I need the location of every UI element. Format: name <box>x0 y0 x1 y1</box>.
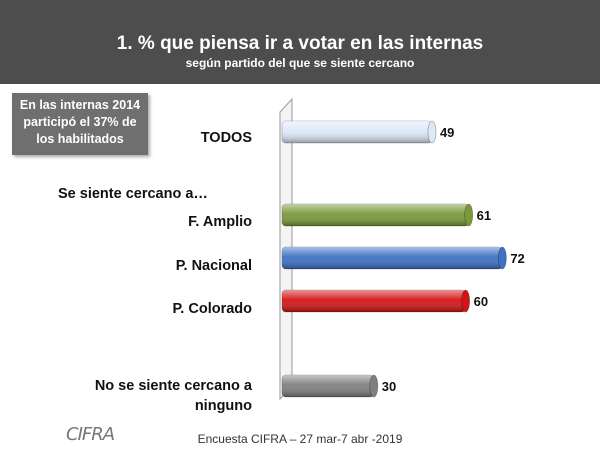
cifra-logo: CIFRA <box>66 424 115 445</box>
bar-cap-p-colorado <box>461 289 471 313</box>
value-label-ninguno: 30 <box>382 379 396 394</box>
section-label: Se siente cercano a… <box>58 186 208 202</box>
bar-cap-todos <box>427 120 437 144</box>
chart-title: 1. % que piensa ir a votar en las intern… <box>116 33 484 54</box>
bar-shading-p-nacional <box>282 247 503 269</box>
bar-shading-f-amplio <box>282 204 469 226</box>
bar-shading-ninguno <box>282 375 374 397</box>
category-label-f-amplio: F. Amplio <box>188 214 252 230</box>
note-line-1: En las internas 2014 <box>19 98 141 112</box>
header-banner: 1. % que piensa ir a votar en las intern… <box>0 0 600 84</box>
category-label-p-colorado: P. Colorado <box>172 301 253 317</box>
note-box: En las internas 2014 participó el 37% de… <box>12 93 148 155</box>
value-label-todos: 49 <box>440 125 454 140</box>
bar-cap-ninguno <box>369 374 379 398</box>
category-label-p-nacional: P. Nacional <box>175 258 252 274</box>
bar-shading-p-colorado <box>282 290 466 312</box>
chart-subtitle: según partido del que se siente cercano <box>185 56 415 70</box>
bar-cap-f-amplio <box>464 203 474 227</box>
category-label-todos: TODOS <box>200 130 252 146</box>
value-label-p-colorado: 60 <box>474 294 488 309</box>
bar-shading-todos <box>282 121 432 143</box>
bar-cap-p-nacional <box>497 246 507 270</box>
note-line-3: los habilitados <box>36 132 124 146</box>
value-label-f-amplio: 61 <box>477 208 491 223</box>
value-label-p-nacional: 72 <box>510 251 524 266</box>
footer-source: Encuesta CIFRA – 27 mar-7 abr -2019 <box>197 432 403 446</box>
note-line-2: participó el 37% de <box>23 115 137 129</box>
category-label-ninguno: No se siente cercano a ninguno <box>94 378 252 414</box>
